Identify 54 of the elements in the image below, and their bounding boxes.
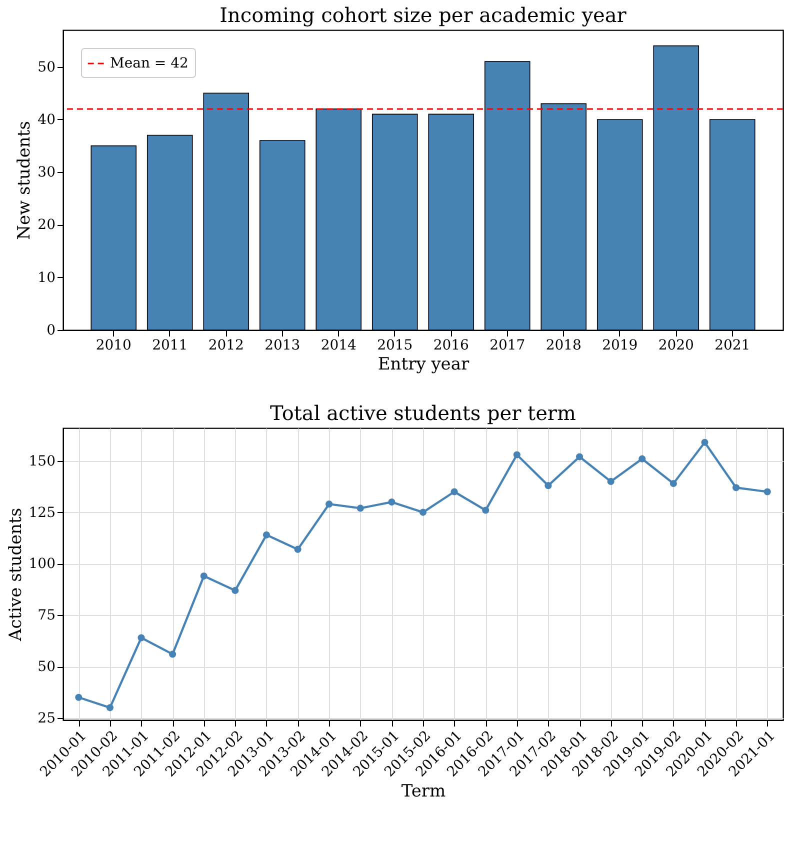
point bbox=[513, 451, 520, 458]
y-tick-label: 25 bbox=[38, 710, 56, 726]
x-tick-label: 2017 bbox=[490, 338, 526, 354]
x-tick-label: 2018 bbox=[546, 338, 582, 354]
x-axis-title: Term bbox=[401, 782, 446, 802]
y-tick-label: 40 bbox=[38, 112, 56, 128]
x-tick-label: 2015 bbox=[377, 338, 413, 354]
y-tick-label: 150 bbox=[28, 453, 56, 470]
point bbox=[576, 453, 584, 460]
point bbox=[607, 478, 614, 485]
chart-title: Incoming cohort size per academic year bbox=[220, 3, 627, 27]
y-tick-label: 0 bbox=[46, 322, 56, 338]
point bbox=[450, 488, 458, 496]
x-tick-label: 2011 bbox=[152, 338, 188, 354]
point bbox=[544, 482, 552, 490]
x-tick-label: 2019 bbox=[602, 338, 638, 354]
point bbox=[732, 484, 740, 492]
point bbox=[326, 500, 333, 508]
point bbox=[106, 704, 114, 712]
x-tick-label: 2013 bbox=[264, 338, 300, 354]
point bbox=[200, 572, 208, 580]
point bbox=[294, 546, 302, 553]
x-tick-label: 2014 bbox=[320, 338, 357, 354]
y-tick-label: 125 bbox=[28, 504, 56, 521]
point bbox=[138, 634, 145, 642]
point bbox=[638, 455, 646, 462]
point bbox=[232, 586, 239, 594]
x-tick-label: 2016 bbox=[433, 338, 470, 354]
y-tick-label: 20 bbox=[38, 217, 56, 234]
point bbox=[262, 531, 270, 538]
y-axis-title: New students bbox=[14, 121, 35, 240]
y-tick-label: 100 bbox=[28, 556, 56, 572]
y-axis-title: Active students bbox=[6, 508, 26, 642]
x-tick-label: 2010 bbox=[96, 338, 132, 354]
point bbox=[419, 508, 427, 516]
y-tick-label: 10 bbox=[38, 270, 56, 286]
y-tick-label: 30 bbox=[38, 164, 56, 181]
chart-title: Total active students per term bbox=[270, 401, 576, 425]
point bbox=[356, 504, 364, 512]
point bbox=[388, 498, 396, 506]
point bbox=[169, 650, 176, 658]
y-tick-label: 75 bbox=[38, 608, 56, 624]
x-axis-title: Entry year bbox=[378, 354, 470, 374]
x-tick-label: 2020 bbox=[658, 338, 694, 354]
y-tick-label: 50 bbox=[38, 659, 56, 676]
point bbox=[701, 438, 708, 446]
legend-label: Mean = 42 bbox=[110, 56, 188, 72]
point bbox=[75, 694, 82, 701]
point bbox=[764, 488, 771, 496]
point bbox=[482, 506, 490, 514]
point bbox=[670, 480, 677, 488]
x-tick-label: 2021 bbox=[714, 338, 750, 354]
x-tick-label: 2012 bbox=[208, 338, 244, 354]
y-tick-label: 50 bbox=[38, 59, 56, 76]
